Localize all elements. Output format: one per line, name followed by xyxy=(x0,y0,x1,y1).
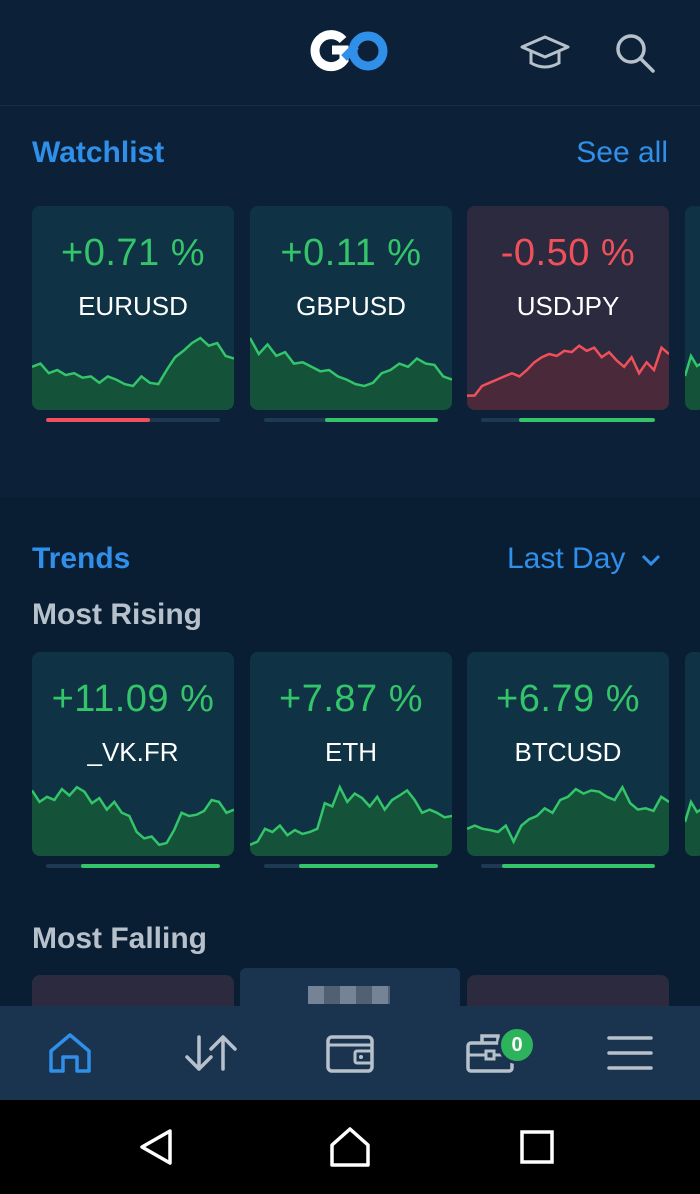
system-nav-bar xyxy=(0,1100,700,1194)
watchlist-card[interactable]: +0.11 % GBPUSD xyxy=(250,206,452,410)
sentiment-bar xyxy=(264,418,438,422)
period-label: Last Day xyxy=(507,542,626,575)
rising-card[interactable]: +7.87 % ETH xyxy=(250,652,452,856)
sparkline-chart xyxy=(685,798,700,856)
bottom-nav: 0 xyxy=(0,1006,700,1100)
rising-card[interactable]: +11.09 % _VK.FR xyxy=(32,652,234,856)
instrument-symbol: _VK.FR xyxy=(87,737,179,767)
nav-portfolio[interactable]: 0 xyxy=(420,1006,560,1100)
hamburger-menu-icon xyxy=(607,1036,653,1070)
period-dropdown[interactable]: Last Day xyxy=(507,542,662,576)
sparkline-chart xyxy=(685,352,700,410)
search-icon[interactable] xyxy=(608,28,662,78)
sparkline-line xyxy=(250,784,452,846)
instrument-symbol: EURUSD xyxy=(78,291,188,321)
sparkline-chart xyxy=(250,784,452,856)
instrument-symbol: USDJPY xyxy=(516,291,620,321)
watchlist-card[interactable]: +0.71 % EURUSD xyxy=(32,206,234,410)
sparkline-area xyxy=(467,787,669,856)
sparkline-chart xyxy=(32,785,234,856)
wallet-icon xyxy=(326,1035,374,1073)
back-icon[interactable] xyxy=(126,1122,186,1172)
nav-home[interactable] xyxy=(0,1006,140,1100)
sparkline-area xyxy=(250,787,452,856)
sparkline-area xyxy=(250,338,452,410)
sparkline-line xyxy=(32,336,234,388)
nav-trade[interactable] xyxy=(140,1006,280,1100)
sparkline-line xyxy=(467,784,669,845)
sparkline-area xyxy=(32,787,234,856)
sparkline-chart xyxy=(32,336,234,410)
nav-menu[interactable] xyxy=(560,1006,700,1100)
home-icon xyxy=(49,1033,91,1073)
sentiment-fill xyxy=(519,418,655,422)
instrument-symbol: BTCUSD xyxy=(514,737,622,767)
sparkline-area xyxy=(467,345,669,410)
rising-card-peek[interactable] xyxy=(685,652,700,856)
sparkline-chart xyxy=(467,344,669,410)
sentiment-bar xyxy=(46,864,220,868)
blurred-content xyxy=(308,986,390,1004)
change-percent: +6.79 % xyxy=(496,678,640,720)
sparkline-area xyxy=(32,338,234,410)
change-percent: +11.09 % xyxy=(51,678,215,720)
home-system-icon[interactable] xyxy=(320,1122,380,1172)
most-falling-title: Most Falling xyxy=(32,922,207,955)
go-logo[interactable] xyxy=(310,26,390,76)
change-percent: +0.71 % xyxy=(61,232,205,274)
sentiment-fill xyxy=(80,864,220,868)
sparkline-chart xyxy=(467,784,669,856)
instrument-symbol: ETH xyxy=(325,737,377,767)
change-percent: +7.87 % xyxy=(279,678,423,720)
watchlist-card-peek[interactable] xyxy=(685,206,700,410)
sparkline-line xyxy=(467,344,669,397)
sparkline-line xyxy=(250,337,452,388)
graduation-cap-icon[interactable] xyxy=(518,28,572,78)
rising-card[interactable]: +6.79 % BTCUSD xyxy=(467,652,669,856)
recents-icon[interactable] xyxy=(507,1122,567,1172)
sentiment-fill xyxy=(324,418,438,422)
change-percent: -0.50 % xyxy=(500,232,636,274)
sparkline-chart xyxy=(250,337,452,410)
sentiment-fill xyxy=(501,864,655,868)
sentiment-fill xyxy=(298,864,438,868)
nav-wallet[interactable] xyxy=(280,1006,420,1100)
instrument-symbol: GBPUSD xyxy=(296,291,406,321)
portfolio-count-badge: 0 xyxy=(498,1026,536,1064)
watchlist-title: Watchlist xyxy=(32,136,165,169)
sentiment-bar xyxy=(46,418,220,422)
chevron-down-icon xyxy=(641,555,660,567)
most-rising-title: Most Rising xyxy=(32,598,202,631)
change-percent: +0.11 % xyxy=(280,232,422,274)
sparkline-line xyxy=(32,785,234,847)
see-all-link[interactable]: See all xyxy=(576,136,668,169)
watchlist-card[interactable]: -0.50 % USDJPY xyxy=(467,206,669,410)
sort-arrows-icon xyxy=(185,1035,237,1071)
trends-title: Trends xyxy=(32,542,131,575)
sentiment-bar xyxy=(481,864,655,868)
sentiment-bar xyxy=(264,864,438,868)
app-header xyxy=(0,0,700,106)
sentiment-fill xyxy=(46,418,151,422)
sentiment-bar xyxy=(481,418,655,422)
